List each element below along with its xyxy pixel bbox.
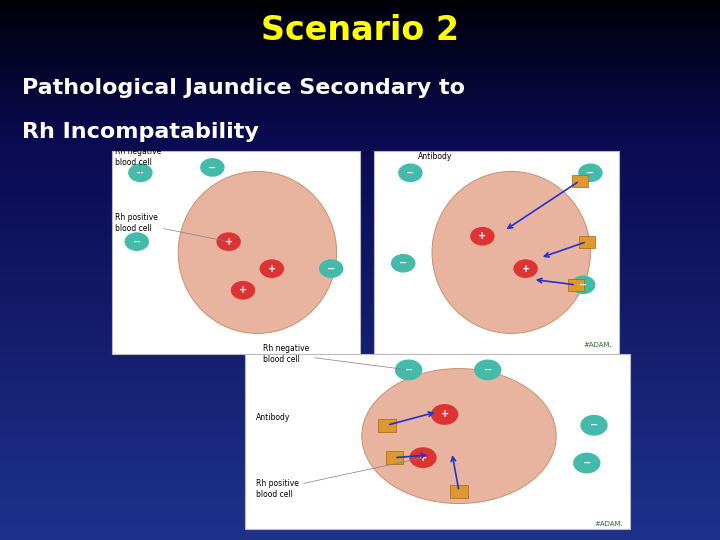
Text: −: − xyxy=(484,365,492,375)
Bar xyxy=(112,151,360,354)
Text: +: + xyxy=(268,264,276,274)
Bar xyxy=(245,354,630,529)
Text: #ADAM.: #ADAM. xyxy=(583,342,612,348)
Text: Rh negative
blood cell: Rh negative blood cell xyxy=(263,345,406,369)
Text: Antibody: Antibody xyxy=(256,413,290,422)
Circle shape xyxy=(392,255,415,272)
Text: Scenario 2: Scenario 2 xyxy=(261,14,459,46)
Bar xyxy=(568,279,584,291)
Text: +: + xyxy=(478,231,487,241)
Circle shape xyxy=(396,360,422,380)
Text: Pathological Jaundice Secondary to: Pathological Jaundice Secondary to xyxy=(22,78,464,98)
Text: Rh positive
blood cell: Rh positive blood cell xyxy=(115,213,226,241)
Circle shape xyxy=(232,282,255,299)
Bar xyxy=(579,235,595,247)
Circle shape xyxy=(432,405,458,424)
Circle shape xyxy=(475,360,501,380)
Text: −: − xyxy=(399,258,408,268)
Text: Antibody: Antibody xyxy=(418,152,452,161)
Ellipse shape xyxy=(179,172,337,333)
Text: −: − xyxy=(405,365,413,375)
Text: −: − xyxy=(582,458,591,468)
Text: −: − xyxy=(327,264,336,274)
Circle shape xyxy=(399,164,422,181)
Bar xyxy=(374,151,619,354)
Circle shape xyxy=(581,416,607,435)
Circle shape xyxy=(261,260,284,278)
Circle shape xyxy=(574,454,600,473)
Text: −: − xyxy=(136,168,145,178)
Text: −: − xyxy=(406,168,415,178)
Bar xyxy=(451,485,468,498)
Text: −: − xyxy=(132,237,141,247)
Text: Rh positive
blood cell: Rh positive blood cell xyxy=(256,458,420,499)
Circle shape xyxy=(410,448,436,467)
Text: −: − xyxy=(586,168,595,178)
Circle shape xyxy=(320,260,343,278)
Text: +: + xyxy=(239,285,247,295)
Text: +: + xyxy=(419,453,427,463)
Ellipse shape xyxy=(362,368,557,503)
Text: +: + xyxy=(521,264,530,274)
Circle shape xyxy=(201,159,224,176)
Circle shape xyxy=(572,276,595,294)
Text: Rh Incompatability: Rh Incompatability xyxy=(22,122,258,141)
Text: −: − xyxy=(208,163,217,172)
Bar xyxy=(572,175,588,187)
Bar xyxy=(386,451,403,464)
Text: Rh negative
blood cell: Rh negative blood cell xyxy=(115,147,161,173)
Ellipse shape xyxy=(432,172,590,333)
Text: +: + xyxy=(441,409,449,420)
Circle shape xyxy=(579,164,602,181)
Circle shape xyxy=(125,233,148,250)
Text: −: − xyxy=(590,420,598,430)
Text: #ADAM.: #ADAM. xyxy=(594,521,623,526)
Circle shape xyxy=(471,228,494,245)
Circle shape xyxy=(514,260,537,278)
Bar xyxy=(379,419,396,432)
Circle shape xyxy=(129,164,152,181)
Text: +: + xyxy=(225,237,233,247)
Text: −: − xyxy=(579,280,588,290)
Circle shape xyxy=(217,233,240,250)
